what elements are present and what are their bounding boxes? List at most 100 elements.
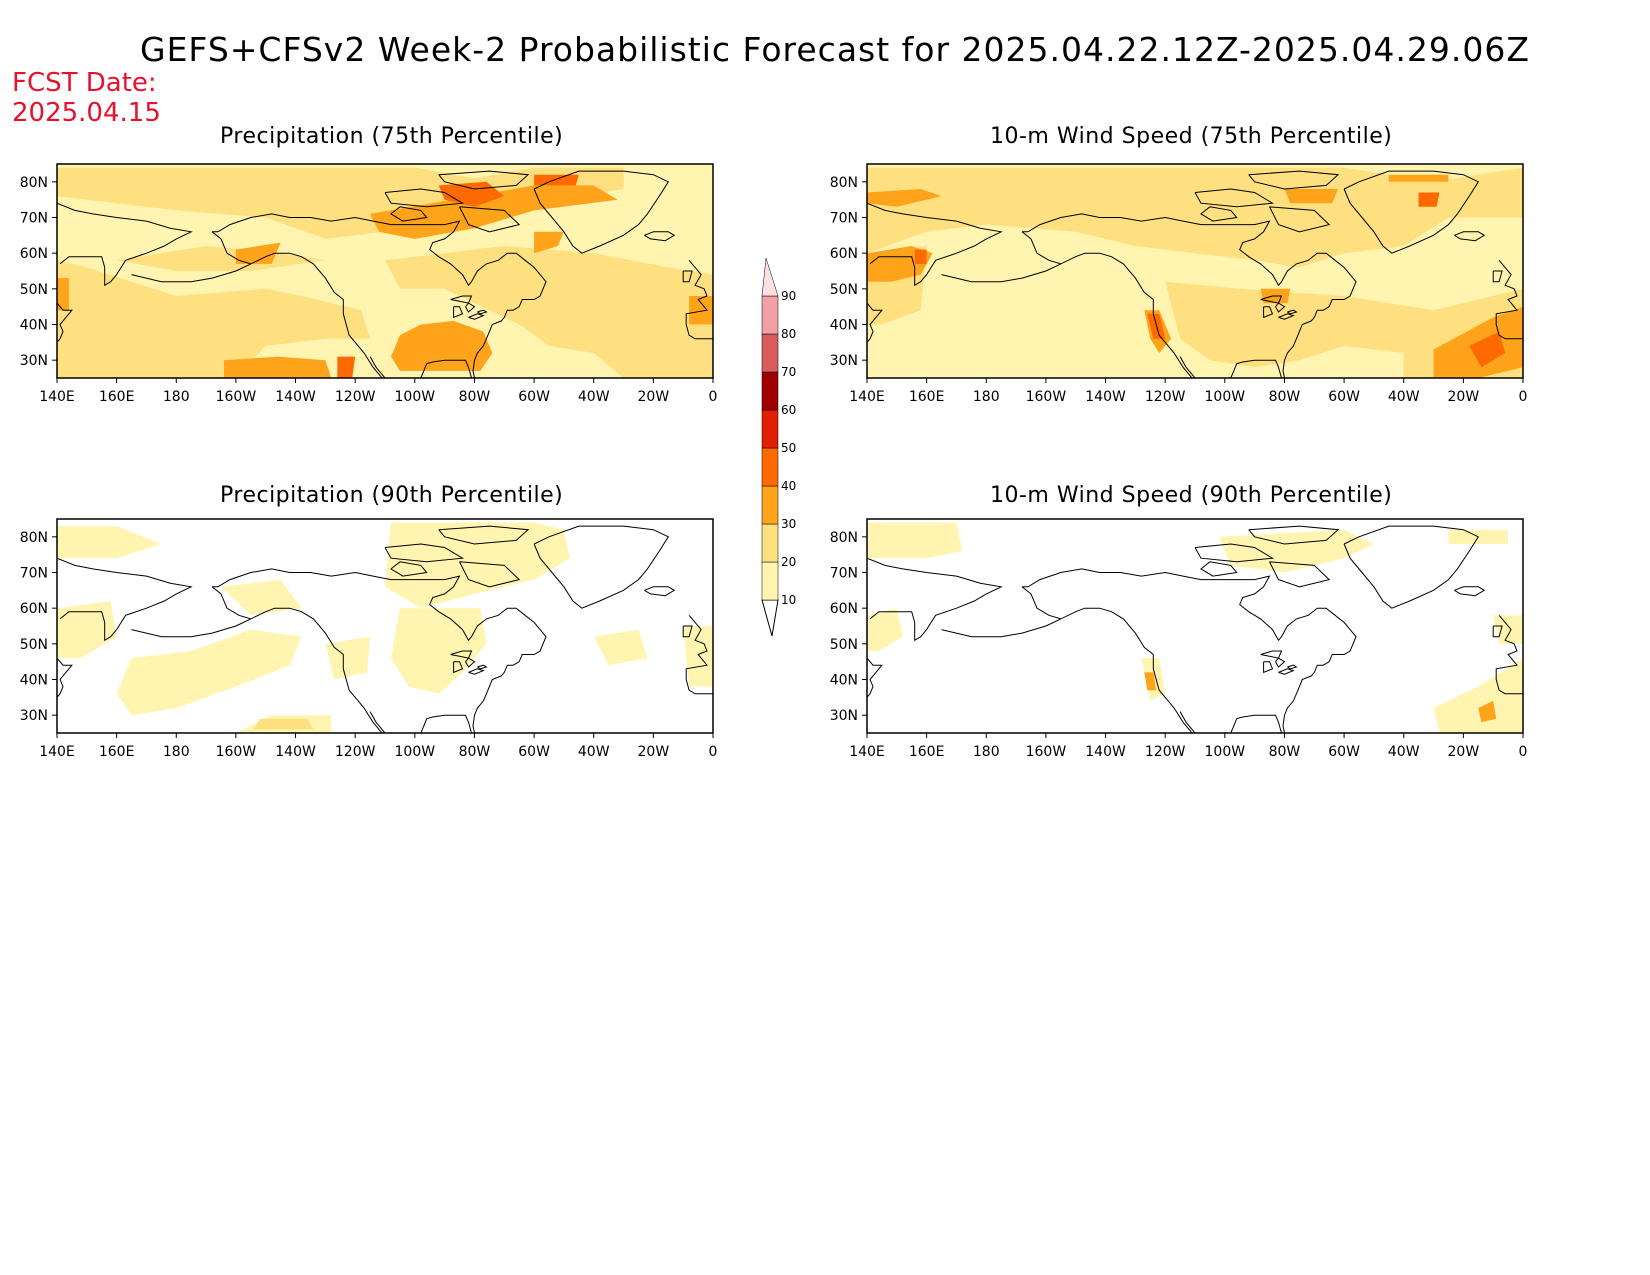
map-frame (56, 163, 714, 379)
probability-contour (370, 185, 618, 239)
lon-tick-label: 20W (638, 389, 670, 405)
map-precipitation-90: 140E 160E 180 160W 140W 120W 100W 80W 60W 40W 20W 0… (20, 518, 718, 760)
lat-tick-label: 70N (20, 211, 48, 227)
coastline (1495, 614, 1523, 695)
lon-tick-label: 180 (163, 744, 190, 760)
coastline (384, 188, 465, 208)
lon-tick-label: 160E (909, 389, 945, 405)
panel-title-wind-90: 10-m Wind Speed (90th Percentile) (990, 483, 1393, 508)
forecast-date-value: 2025.04.15 (12, 98, 161, 128)
colorbar-segment (761, 409, 779, 449)
coastline (211, 231, 383, 378)
coastline (1492, 625, 1503, 638)
coastline (465, 657, 476, 668)
coastline (533, 170, 670, 254)
coastline (1179, 711, 1196, 733)
lat-tick-label: 70N (830, 566, 858, 582)
coastline (1230, 359, 1282, 378)
lon-tick-label: 120W (1145, 389, 1186, 405)
coastline (533, 525, 670, 609)
map-wind-75: 140E 160E 180 160W 140W 120W 100W 80W 60W 40W 20W 0… (830, 163, 1527, 405)
coastline (57, 657, 73, 698)
probability-contour (593, 629, 648, 666)
coastline (1454, 231, 1486, 242)
lon-tick-label: 140W (1085, 389, 1126, 405)
coastline (867, 557, 1003, 642)
lat-tick-label: 40N (830, 318, 858, 334)
lat-tick-label: 50N (20, 637, 48, 653)
probability-contour (391, 320, 493, 371)
coastline (477, 664, 488, 670)
probability-contour (683, 626, 713, 687)
lon-tick-label: 60W (518, 744, 550, 760)
colorbar-label: 50 (781, 441, 796, 455)
colorbar-segment (761, 333, 779, 373)
coastline (390, 206, 428, 222)
coastline (453, 306, 464, 319)
lon-tick-label: 160E (99, 744, 135, 760)
coastline (644, 586, 676, 597)
lon-tick-label: 100W (395, 389, 436, 405)
lon-tick-label: 120W (335, 389, 376, 405)
coastline (1263, 306, 1274, 319)
coastline (1454, 586, 1486, 597)
lon-tick-label: 60W (518, 389, 550, 405)
coastline (1200, 561, 1238, 577)
coastline (131, 618, 252, 638)
coastline (1275, 657, 1286, 668)
lon-tick-label: 0 (709, 744, 718, 760)
lat-tick-label: 40N (20, 673, 48, 689)
probability-contour (116, 629, 302, 716)
lon-tick-label: 140E (39, 389, 75, 405)
lon-tick-label: 80W (459, 744, 491, 760)
coastline (1022, 213, 1357, 378)
lon-tick-label: 20W (1448, 744, 1480, 760)
colorbar: 10 20 30 40 50 60 70 80 90 (761, 257, 796, 637)
colorbar-label: 30 (781, 517, 796, 531)
coastline (468, 313, 485, 320)
lon-tick-label: 60W (1328, 744, 1360, 760)
probability-shading (867, 164, 1523, 378)
coastline (450, 650, 473, 659)
lon-tick-label: 140E (849, 744, 885, 760)
coastline (1287, 664, 1298, 670)
lon-tick-label: 140W (1085, 744, 1126, 760)
coastline (685, 614, 713, 695)
panel-title-precip-90: Precipitation (90th Percentile) (220, 483, 564, 508)
probability-contour (867, 189, 942, 207)
probability-contour (385, 246, 713, 378)
coastline (131, 263, 252, 283)
coastline (384, 543, 465, 563)
lon-tick-label: 20W (1448, 389, 1480, 405)
probability-contour (534, 174, 579, 186)
coastline (453, 661, 464, 674)
coastline (459, 206, 521, 233)
probability-contour (914, 249, 927, 264)
lon-tick-label: 160W (1026, 744, 1067, 760)
coastline (390, 561, 428, 577)
probability-contour (867, 522, 963, 559)
coastlines (867, 525, 1523, 733)
probability-contour (253, 718, 314, 730)
lat-tick-label: 30N (830, 353, 858, 369)
lon-tick-label: 160W (216, 744, 257, 760)
colorbar-label: 40 (781, 479, 796, 493)
lon-tick-label: 160E (99, 389, 135, 405)
coastlines (867, 170, 1523, 378)
coastline (867, 202, 1003, 287)
coastline (1021, 231, 1193, 378)
lat-tick-label: 40N (830, 673, 858, 689)
colorbar-label: 10 (781, 593, 796, 607)
map-wind-90: 140E 160E 180 160W 140W 120W 100W 80W 60W 40W 20W 0… (830, 518, 1527, 760)
lon-tick-label: 40W (1388, 744, 1420, 760)
probability-contour (1418, 192, 1440, 207)
probability-contour (689, 296, 713, 325)
panel-title-precip-75: Precipitation (75th Percentile) (220, 124, 564, 149)
map-background (867, 519, 1523, 733)
coastline (1194, 543, 1275, 563)
lat-tick-label: 30N (830, 708, 858, 724)
coastline (1287, 309, 1298, 315)
lon-tick-label: 140E (39, 744, 75, 760)
colorbar-segment (761, 561, 779, 601)
lon-tick-label: 20W (638, 744, 670, 760)
